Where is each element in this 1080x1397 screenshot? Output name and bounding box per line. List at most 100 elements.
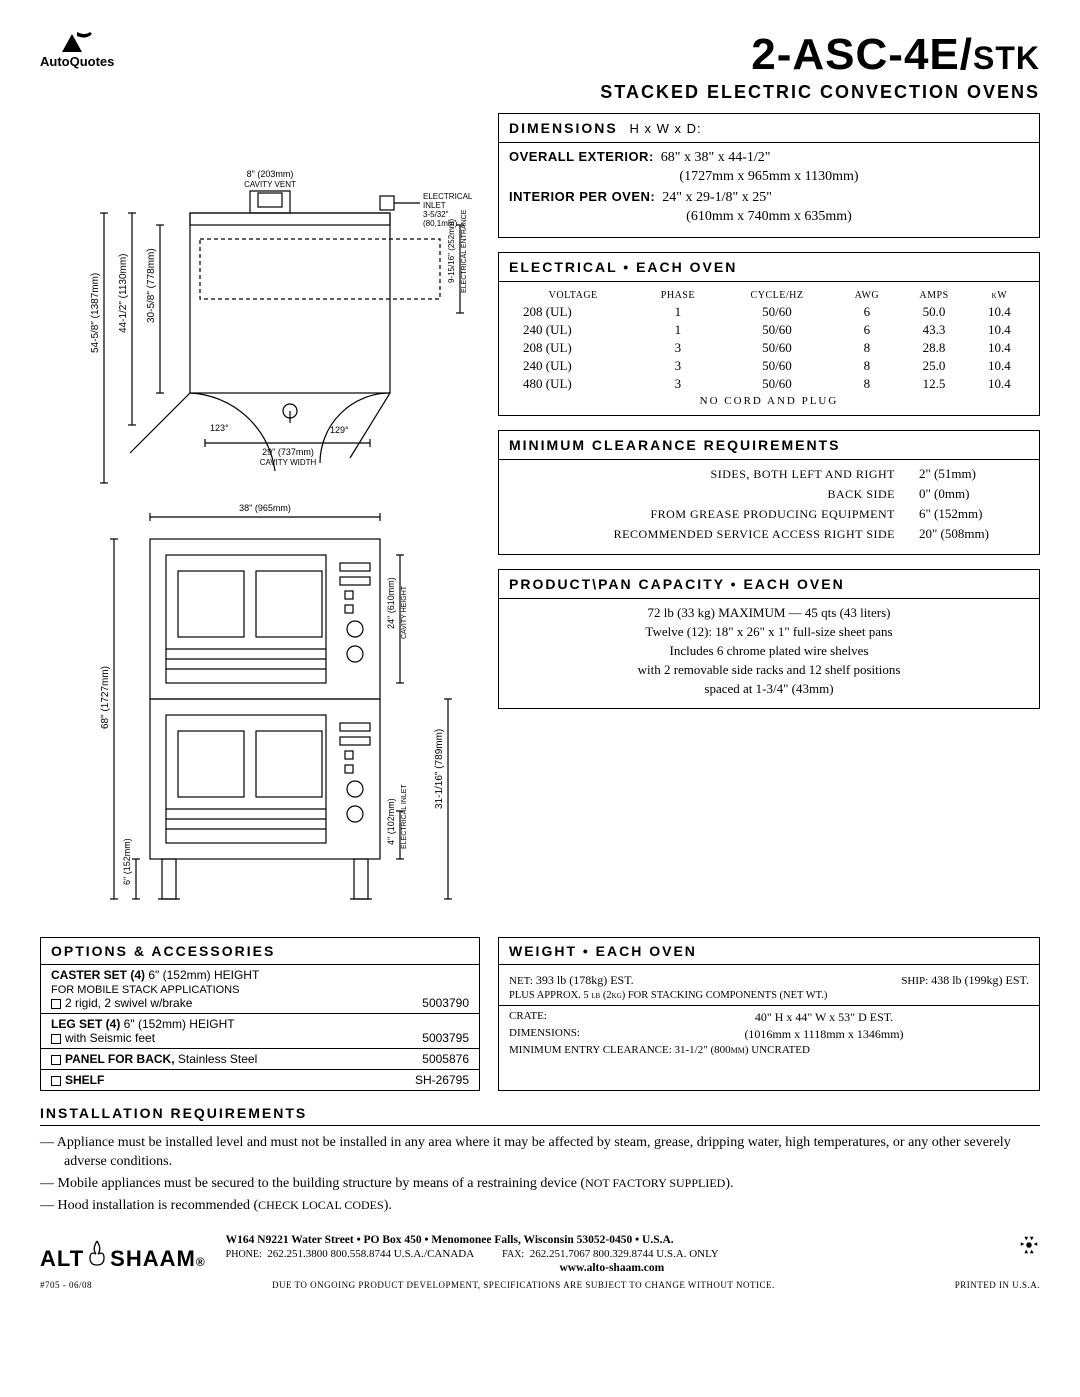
crate-row: CRATE: 40" H x 44" W x 53" D EST. <box>509 1010 1029 1025</box>
svg-text:68" (1727mm): 68" (1727mm) <box>100 666 111 729</box>
clearance-row: SIDES, BOTH LEFT AND RIGHT2" (51mm) <box>509 466 1029 482</box>
electrical-row: 480 (UL)350/60812.510.4 <box>509 375 1029 393</box>
recycle-icon <box>1018 1234 1040 1256</box>
interior-mm: (610mm x 740mm x 635mm) <box>509 209 1029 225</box>
electrical-row: 240 (UL)350/60825.010.4 <box>509 357 1029 375</box>
printed-in: PRINTED IN U.S.A. <box>955 1280 1040 1290</box>
svg-text:44-1/2" (1130mm): 44-1/2" (1130mm) <box>118 253 129 333</box>
svg-text:INLET: INLET <box>423 201 446 210</box>
disclaimer: DUE TO ONGOING PRODUCT DEVELOPMENT, SPEC… <box>272 1280 775 1290</box>
svg-text:CAVITY WIDTH: CAVITY WIDTH <box>260 458 317 467</box>
footer-contacts: PHONE: 262.251.3800 800.558.8744 U.S.A./… <box>226 1248 998 1260</box>
capacity-line: 72 lb (33 kg) MAXIMUM — 45 qts (43 liter… <box>509 605 1029 621</box>
capacity-line: spaced at 1-3/4" (43mm) <box>509 681 1029 697</box>
footer-web: www.alto-shaam.com <box>226 1262 998 1274</box>
doc-number: #705 - 06/08 <box>40 1280 92 1290</box>
option-code: 5003795 <box>422 1031 469 1045</box>
page-header: AutoQuotes 2-ASC-4E/STK STACKED ELECTRIC… <box>40 30 1040 103</box>
clearance-row: BACK SIDE0" (0mm) <box>509 486 1029 502</box>
dimensions-section: DIMENSIONS H x W x D: OVERALL EXTERIOR: … <box>498 113 1040 238</box>
electrical-row: 208 (UL)150/60650.010.4 <box>509 303 1029 321</box>
capacity-section: PRODUCT\PAN CAPACITY • EACH OVEN 72 lb (… <box>498 569 1040 709</box>
svg-text:129°: 129° <box>330 425 349 435</box>
install-list: — Appliance must be installed level and … <box>40 1134 1040 1216</box>
electrical-row: 240 (UL)150/60643.310.4 <box>509 321 1029 339</box>
diagram-front-view: 38" (965mm) <box>40 499 480 929</box>
electrical-table: VOLTAGEPHASECYCLE/HZAWGAMPSkW 208 (UL)15… <box>509 288 1029 393</box>
option-item: PANEL FOR BACK, Stainless Steel5005876 <box>41 1049 479 1070</box>
logo-text: AutoQuotes <box>40 54 114 69</box>
weight-note: PLUS APPROX. 5 lb (2kg) FOR STACKING COM… <box>499 990 1039 1006</box>
weight-heading: WEIGHT • EACH OVEN <box>499 938 1039 965</box>
clearance-row: FROM GREASE PRODUCING EQUIPMENT6" (152mm… <box>509 506 1029 522</box>
option-code: SH-26795 <box>415 1073 469 1087</box>
capacity-line: Includes 6 chrome plated wire shelves <box>509 643 1029 659</box>
fine-print: #705 - 06/08 DUE TO ONGOING PRODUCT DEVE… <box>40 1280 1040 1290</box>
electrical-footnote: NO CORD AND PLUG <box>509 393 1029 407</box>
electrical-col: AWG <box>836 288 899 303</box>
checkbox[interactable] <box>51 999 61 1009</box>
electrical-col: VOLTAGE <box>509 288 637 303</box>
svg-text:31-1/16" (789mm): 31-1/16" (789mm) <box>434 729 445 809</box>
page-footer: ALT SHAAM® W164 N9221 Water Street • PO … <box>40 1234 1040 1274</box>
svg-text:CAVITY HEIGHT: CAVITY HEIGHT <box>401 585 408 639</box>
svg-text:8" (203mm): 8" (203mm) <box>247 169 294 179</box>
svg-text:123°: 123° <box>210 423 229 433</box>
crate-dim-row: DIMENSIONS: (1016mm x 1118mm x 1346mm) <box>509 1027 1029 1042</box>
logo-icon <box>60 30 94 54</box>
brand-logo: ALT SHAAM® <box>40 1240 206 1272</box>
electrical-row: 208 (UL)350/60828.810.4 <box>509 339 1029 357</box>
dimensions-heading: DIMENSIONS H x W x D: <box>499 114 1039 143</box>
svg-text:54-5/8" (1387mm): 54-5/8" (1387mm) <box>90 273 101 353</box>
svg-text:9-15/16" (252mm): 9-15/16" (252mm) <box>447 218 456 283</box>
install-item: — Mobile appliances must be secured to t… <box>40 1175 1040 1194</box>
svg-text:ELECTRICAL INLET: ELECTRICAL INLET <box>401 784 408 849</box>
interior-per-oven: INTERIOR PER OVEN: 24" x 29-1/8" x 25" <box>509 189 1029 206</box>
weight-net-ship: NET: 393 lb (178kg) EST. SHIP: 438 lb (1… <box>509 973 1029 988</box>
clearance-section: MINIMUM CLEARANCE REQUIREMENTS SIDES, BO… <box>498 430 1040 555</box>
options-heading: OPTIONS & ACCESSORIES <box>41 938 479 965</box>
option-item: SHELFSH-26795 <box>41 1070 479 1090</box>
electrical-section: ELECTRICAL • EACH OVEN VOLTAGEPHASECYCLE… <box>498 252 1040 416</box>
electrical-col: kW <box>970 288 1029 303</box>
svg-text:4" (102mm): 4" (102mm) <box>386 798 396 845</box>
electrical-col: PHASE <box>637 288 718 303</box>
overall-exterior: OVERALL EXTERIOR: 68" x 38" x 44-1/2" <box>509 149 1029 166</box>
checkbox[interactable] <box>51 1034 61 1044</box>
install-heading: INSTALLATION REQUIREMENTS <box>40 1105 1040 1126</box>
svg-text:6" (152mm): 6" (152mm) <box>122 838 132 885</box>
option-code: 5003790 <box>422 996 469 1010</box>
capacity-heading: PRODUCT\PAN CAPACITY • EACH OVEN <box>499 570 1039 599</box>
option-item: CASTER SET (4) 6" (152mm) HEIGHTFOR MOBI… <box>41 965 479 1014</box>
clearance-row: RECOMMENDED SERVICE ACCESS RIGHT SIDE20"… <box>509 526 1029 542</box>
title-area: 2-ASC-4E/STK STACKED ELECTRIC CONVECTION… <box>600 30 1040 103</box>
svg-text:29" (737mm): 29" (737mm) <box>262 447 314 457</box>
footer-address: W164 N9221 Water Street • PO Box 450 • M… <box>226 1234 998 1246</box>
svg-text:30-5/8" (778mm): 30-5/8" (778mm) <box>146 248 157 323</box>
options-section: OPTIONS & ACCESSORIES CASTER SET (4) 6" … <box>40 937 480 1091</box>
svg-text:3-5/32": 3-5/32" <box>423 210 449 219</box>
autoquotes-logo: AutoQuotes <box>40 30 114 69</box>
product-subtitle: STACKED ELECTRIC CONVECTION OVENS <box>600 82 1040 103</box>
option-item: LEG SET (4) 6" (152mm) HEIGHTwith Seismi… <box>41 1014 479 1049</box>
svg-text:ELECTRICAL ENTRANCE: ELECTRICAL ENTRANCE <box>461 209 468 293</box>
svg-text:CAVITY VENT: CAVITY VENT <box>244 180 296 189</box>
entry-clearance: MINIMUM ENTRY CLEARANCE: 31-1/2" (800mm)… <box>509 1044 1029 1056</box>
electrical-heading: ELECTRICAL • EACH OVEN <box>499 253 1039 282</box>
svg-text:38" (965mm): 38" (965mm) <box>239 503 291 513</box>
clearance-heading: MINIMUM CLEARANCE REQUIREMENTS <box>499 431 1039 460</box>
product-model: 2-ASC-4E/STK <box>600 30 1040 80</box>
capacity-line: with 2 removable side racks and 12 shelf… <box>509 662 1029 678</box>
checkbox[interactable] <box>51 1055 61 1065</box>
svg-text:ELECTRICAL: ELECTRICAL <box>423 192 473 201</box>
install-item: — Appliance must be installed level and … <box>40 1134 1040 1172</box>
option-code: 5005876 <box>422 1052 469 1066</box>
capacity-line: Twelve (12): 18" x 26" x 1" full-size sh… <box>509 624 1029 640</box>
flame-icon <box>86 1240 108 1266</box>
electrical-col: CYCLE/HZ <box>718 288 835 303</box>
electrical-col: AMPS <box>898 288 970 303</box>
install-item: — Hood installation is recommended (CHEC… <box>40 1197 1040 1216</box>
weight-section: WEIGHT • EACH OVEN NET: 393 lb (178kg) E… <box>498 937 1040 1091</box>
checkbox[interactable] <box>51 1076 61 1086</box>
footer-text: W164 N9221 Water Street • PO Box 450 • M… <box>226 1234 998 1274</box>
